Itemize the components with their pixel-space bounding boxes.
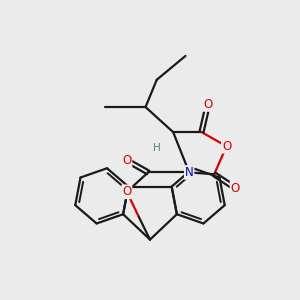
Text: O: O: [230, 182, 240, 195]
Text: O: O: [222, 140, 231, 153]
Text: O: O: [122, 185, 131, 198]
Text: N: N: [185, 166, 194, 179]
Text: H: H: [153, 143, 160, 153]
Text: O: O: [203, 98, 212, 111]
Text: O: O: [122, 154, 131, 167]
